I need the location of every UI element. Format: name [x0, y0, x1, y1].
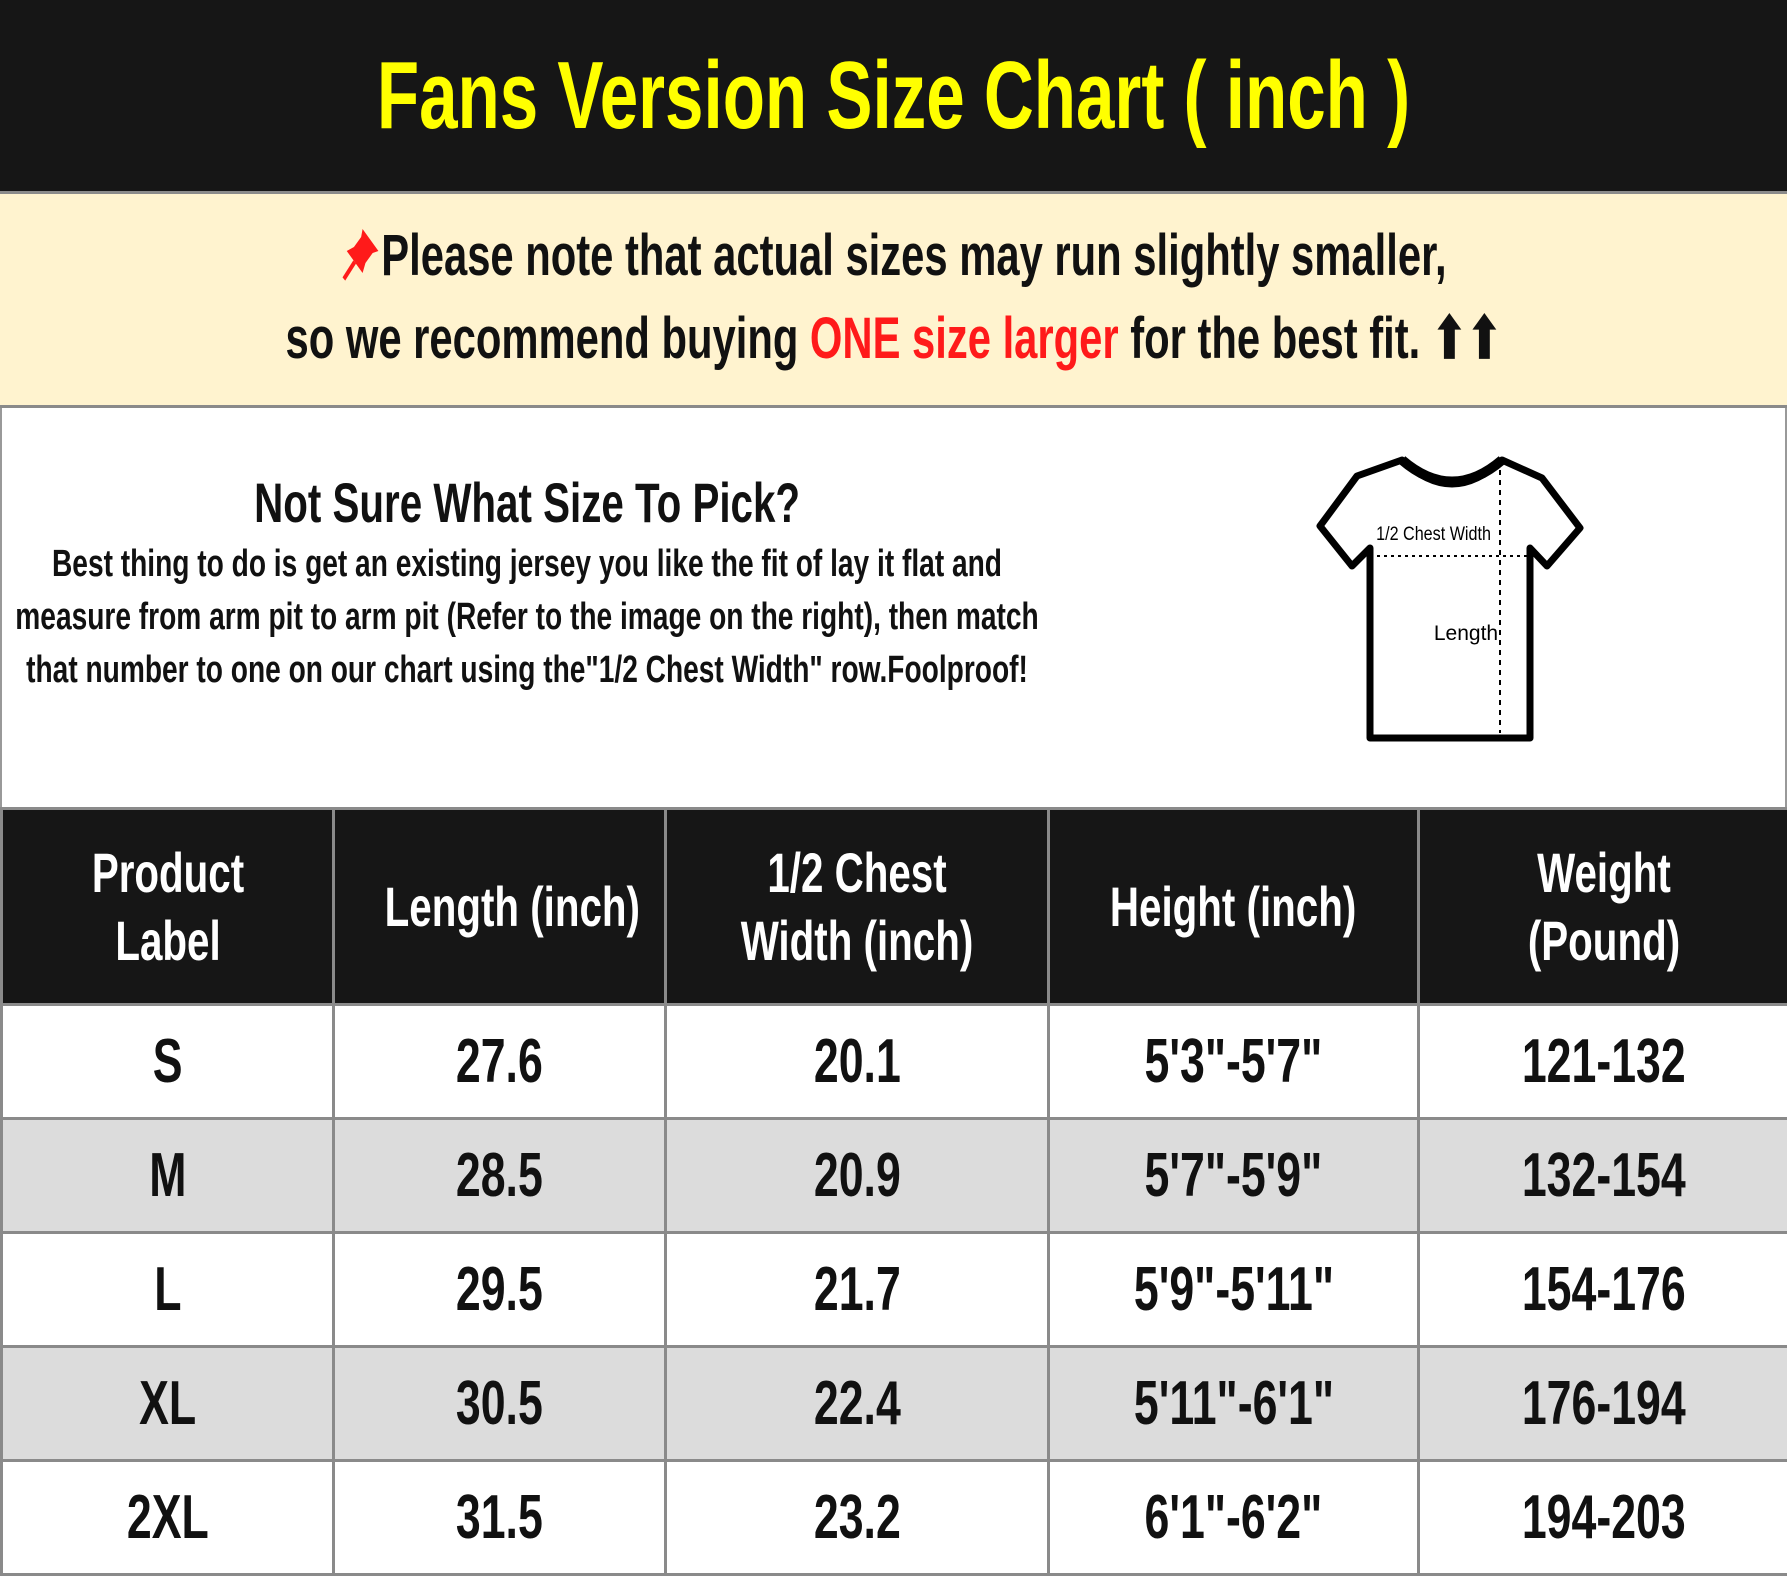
- cell: 22.4: [666, 1347, 1049, 1461]
- cell: L: [2, 1233, 334, 1347]
- cell: 194-203: [1419, 1461, 1787, 1575]
- header-product-label: Product Label: [2, 809, 334, 1005]
- title-banner: Fans Version Size Chart ( inch ): [0, 0, 1787, 194]
- chest-width-label: 1/2 Chest Width: [1376, 523, 1491, 545]
- pushpin-icon: [341, 225, 381, 281]
- cell: S: [2, 1005, 334, 1119]
- length-label: Length: [1434, 622, 1498, 645]
- table-header-row: Product Label Length (inch) 1/2 Chest Wi…: [2, 809, 1787, 1005]
- cell: 27.6: [334, 1005, 666, 1119]
- sizing-note: Please note that actual sizes may run sl…: [0, 194, 1787, 408]
- guide-heading: Not Sure What Size To Pick?: [254, 470, 800, 535]
- cell: M: [2, 1119, 334, 1233]
- cell: 20.9: [666, 1119, 1049, 1233]
- cell: 29.5: [334, 1233, 666, 1347]
- cell: 21.7: [666, 1233, 1049, 1347]
- cell: 132-154: [1419, 1119, 1787, 1233]
- cell: 2XL: [2, 1461, 334, 1575]
- guide-text: Best thing to do is get an existing jers…: [9, 538, 1045, 697]
- page-title: Fans Version Size Chart ( inch ): [377, 41, 1410, 151]
- cell: 154-176: [1419, 1233, 1787, 1347]
- header-chest-width: 1/2 Chest Width (inch): [666, 809, 1049, 1005]
- note-line-2-end: for the best fit. ⬆⬆: [1118, 306, 1501, 371]
- cell: XL: [2, 1347, 334, 1461]
- fit-guide: Not Sure What Size To Pick? Best thing t…: [0, 408, 1787, 807]
- size-table: Product Label Length (inch) 1/2 Chest Wi…: [0, 807, 1787, 1576]
- cell: 5'3"-5'7": [1049, 1005, 1419, 1119]
- header-weight: Weight (Pound): [1419, 809, 1787, 1005]
- cell: 20.1: [666, 1005, 1049, 1119]
- cell: 28.5: [334, 1119, 666, 1233]
- tshirt-diagram: 1/2 Chest Width Length: [1312, 448, 1592, 748]
- cell: 176-194: [1419, 1347, 1787, 1461]
- note-line-1: Please note that actual sizes may run sl…: [381, 223, 1446, 288]
- header-length: Length (inch): [334, 809, 666, 1005]
- note-highlight: ONE size larger: [810, 306, 1119, 371]
- cell: 5'11"-6'1": [1049, 1347, 1419, 1461]
- header-height: Height (inch): [1049, 809, 1419, 1005]
- cell: 30.5: [334, 1347, 666, 1461]
- note-line-2-start: so we recommend buying: [285, 306, 809, 371]
- cell: 121-132: [1419, 1005, 1787, 1119]
- cell: 23.2: [666, 1461, 1049, 1575]
- cell: 31.5: [334, 1461, 666, 1575]
- cell: 5'7"-5'9": [1049, 1119, 1419, 1233]
- cell: 5'9"-5'11": [1049, 1233, 1419, 1347]
- cell: 6'1"-6'2": [1049, 1461, 1419, 1575]
